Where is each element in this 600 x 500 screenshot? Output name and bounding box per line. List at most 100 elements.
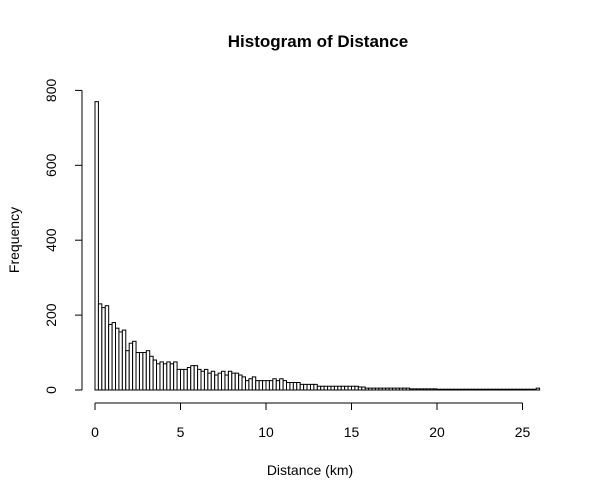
histogram-bar [525, 388, 530, 391]
histogram-bar [347, 385, 352, 391]
histogram-bar [330, 385, 335, 391]
histogram-bar [210, 370, 216, 391]
histogram-bar [121, 329, 127, 391]
histogram-bar [381, 387, 387, 391]
histogram-bar [289, 382, 294, 391]
histogram-bar [176, 368, 182, 391]
histogram-bar [351, 385, 356, 391]
histogram-bar [491, 388, 496, 391]
histogram-bar [104, 305, 110, 391]
histogram-bar [429, 388, 435, 391]
x-tick-label: 25 [515, 424, 531, 440]
histogram-bar [309, 383, 315, 391]
x-tick-label: 20 [429, 424, 445, 440]
histogram-bar [224, 374, 229, 391]
x-tick-label: 5 [177, 424, 185, 440]
histogram-bar [214, 374, 219, 391]
histogram-bar [457, 388, 462, 391]
histogram-bar [166, 361, 171, 391]
histogram-bar [378, 387, 383, 391]
histogram-bar [286, 382, 291, 391]
histogram-bar [415, 388, 421, 391]
x-axis: 0 5 10 15 20 25 [91, 402, 531, 440]
histogram-bar [156, 363, 161, 391]
histogram-bar [446, 388, 452, 391]
histogram-bar [405, 387, 411, 391]
histogram-bar [227, 370, 233, 391]
histogram-bar [316, 385, 322, 391]
histogram-bar [94, 101, 99, 391]
histogram-bar [422, 388, 428, 391]
histogram-bar [193, 365, 199, 391]
histogram-bar [282, 380, 288, 391]
histogram-bar [241, 376, 246, 391]
histogram-bar [207, 372, 212, 391]
histogram-bar [135, 352, 140, 391]
histogram-bar [327, 385, 332, 391]
histogram-bar [292, 382, 298, 391]
histogram-bar [467, 388, 472, 391]
histogram-bar [203, 368, 209, 391]
histogram-bar [303, 383, 308, 391]
histogram-bar [484, 388, 489, 391]
histogram-bar [320, 385, 325, 391]
histogram-bar [138, 352, 144, 391]
histogram-bar [231, 372, 236, 391]
y-tick-label: 600 [43, 153, 59, 177]
histogram-bar [528, 388, 534, 391]
histogram-bar [439, 388, 445, 391]
histogram-bar [463, 388, 469, 391]
histogram-bar [132, 340, 137, 391]
y-tick-label: 200 [43, 303, 59, 327]
histogram-bar [255, 380, 260, 391]
y-axis-label: Frequency [6, 207, 22, 273]
histogram-bar [323, 385, 329, 391]
histogram-bar [368, 387, 373, 391]
histogram-bar [337, 385, 342, 391]
histogram-bar [190, 365, 195, 391]
histogram-bar [234, 372, 240, 391]
histogram-bar [265, 380, 270, 391]
histogram-bar [511, 388, 517, 391]
histogram-bars [94, 101, 541, 391]
histogram-bar [279, 378, 284, 391]
histogram-bar [262, 380, 267, 391]
histogram-bar [142, 352, 147, 391]
histogram-bar [200, 370, 205, 391]
histogram-bar [494, 388, 500, 391]
histogram-bar [111, 322, 117, 391]
histogram-bar [515, 388, 520, 391]
histogram-bar [364, 387, 370, 391]
histogram-bar [453, 388, 459, 391]
histogram-bar [402, 387, 407, 391]
y-axis: 0 200 400 600 800 [43, 79, 83, 394]
histogram-bar [186, 367, 192, 391]
histogram-bar [118, 331, 123, 391]
histogram-bar [409, 388, 414, 391]
histogram-bar [395, 387, 400, 391]
histogram-bar [275, 380, 281, 391]
histogram-bar [470, 388, 476, 391]
x-axis-label: Distance (km) [267, 462, 353, 478]
histogram-bar [244, 380, 250, 391]
histogram-bar [145, 350, 151, 391]
histogram-bar [361, 386, 366, 391]
histogram-bar [268, 380, 274, 391]
y-tick-label: 800 [43, 79, 59, 103]
histogram-bar [532, 388, 537, 391]
histogram-bar [333, 385, 339, 391]
histogram-bar [354, 385, 359, 391]
histogram-bar [108, 323, 113, 391]
histogram-bar [173, 361, 178, 391]
y-tick-label: 400 [43, 228, 59, 252]
histogram-bar [101, 307, 106, 391]
histogram-bar [221, 370, 226, 391]
histogram-bar [436, 388, 441, 391]
histogram-bar [97, 303, 103, 391]
histogram-bar [299, 383, 305, 391]
histogram-bar [474, 388, 479, 391]
histogram-bar [498, 388, 503, 391]
histogram-bar [159, 361, 164, 391]
histogram-bar [518, 388, 524, 391]
